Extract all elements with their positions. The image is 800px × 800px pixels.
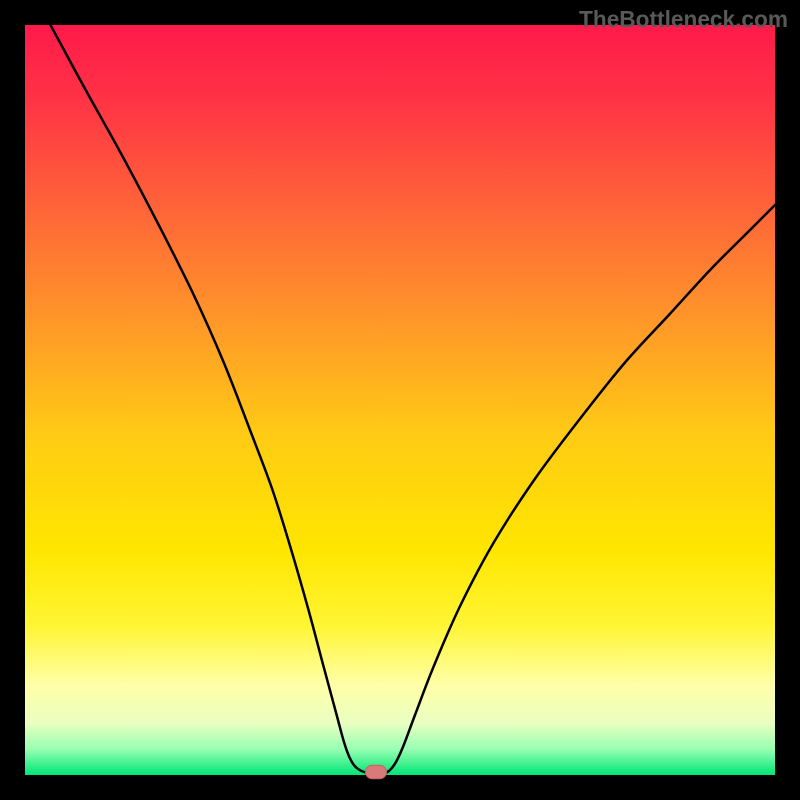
bottleneck-chart [0, 0, 800, 800]
optimal-point-marker [366, 765, 387, 779]
watermark-text: TheBottleneck.com [579, 6, 788, 33]
gradient-background [25, 25, 775, 775]
